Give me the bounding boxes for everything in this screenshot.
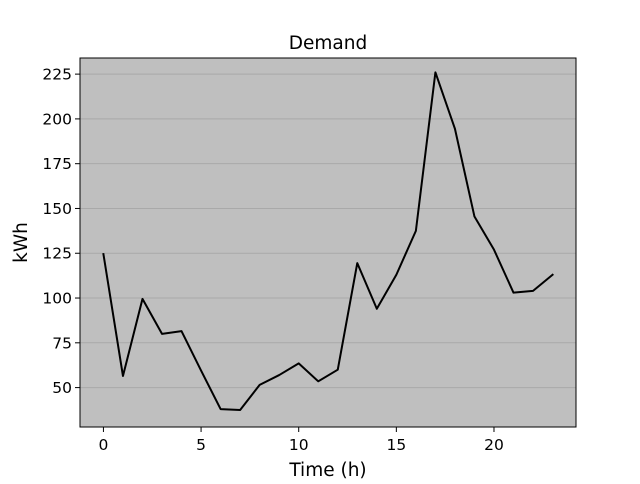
x-tick-label: 15 — [386, 436, 406, 454]
plot-area — [80, 58, 576, 427]
x-tick-label: 10 — [289, 436, 309, 454]
x-axis-label: Time (h) — [288, 460, 366, 480]
y-axis-ticks: 50 75 100 125 150 175 200 225 — [42, 66, 80, 397]
x-tick-label: 20 — [484, 436, 504, 454]
y-tick-label: 200 — [42, 110, 72, 128]
y-tick-label: 75 — [52, 334, 72, 352]
y-tick-label: 100 — [42, 290, 72, 308]
x-tick-label: 0 — [98, 436, 108, 454]
x-tick-label: 5 — [196, 436, 206, 454]
y-axis-label: kWh — [11, 222, 32, 263]
x-axis-ticks: 0 5 10 15 20 — [98, 427, 503, 454]
y-tick-label: 175 — [42, 155, 72, 173]
y-tick-label: 225 — [42, 66, 72, 84]
y-tick-label: 150 — [42, 200, 72, 218]
y-tick-label: 125 — [42, 245, 72, 263]
chart-title: Demand — [289, 33, 367, 54]
y-tick-label: 50 — [52, 379, 72, 397]
